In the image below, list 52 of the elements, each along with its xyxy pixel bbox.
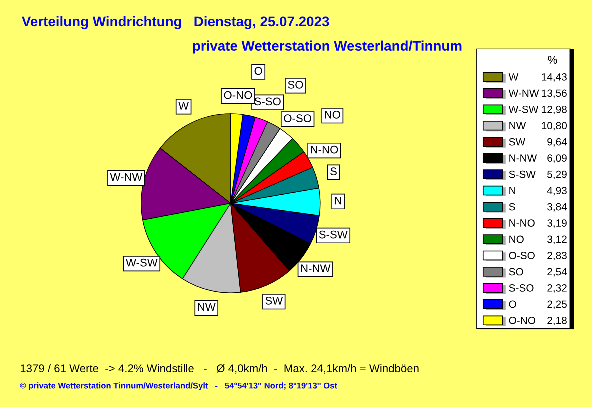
data-label: 2,83 bbox=[548, 252, 567, 261]
slice-label: NW bbox=[198, 303, 216, 312]
legend-label: W-NW bbox=[508, 90, 540, 97]
legend-label: NO bbox=[510, 236, 524, 244]
slice-label: S-SW bbox=[319, 230, 348, 239]
slice-label: W-SW bbox=[126, 258, 158, 267]
data-label: 3,12 bbox=[548, 236, 567, 244]
legend-label: N-NO bbox=[510, 220, 535, 227]
chart-title: Verteilung Windrichtung Dienstag, 25.07.2023 bbox=[22, 16, 330, 30]
data-label: 4,93 bbox=[547, 187, 567, 196]
slice-label: O-NO bbox=[224, 91, 252, 100]
legend-label: S-SW bbox=[509, 170, 536, 178]
legend-label: SO bbox=[509, 268, 524, 276]
data-label: 5,29 bbox=[548, 170, 567, 180]
text: 1379 / 61 Werte -> 4.2% Windstille - Ø 4,0km/h - Max. 24,1km/h = Windböen bbox=[20, 364, 419, 374]
legend-label: S-SO bbox=[509, 284, 534, 292]
category-label: O bbox=[254, 67, 262, 76]
slice-label: O-SO bbox=[284, 114, 312, 122]
data-label: 10,80 bbox=[542, 122, 567, 131]
chart-subtitle: private Wetterstation Westerland/Tinnum bbox=[193, 40, 462, 54]
legend-label: NW bbox=[510, 122, 526, 130]
slice-label: SO bbox=[288, 81, 304, 89]
slice-label: W-NW bbox=[110, 173, 143, 182]
legend-label: O-SO bbox=[509, 252, 535, 260]
slice-label: S bbox=[330, 168, 337, 176]
legend-label: N-NW bbox=[510, 154, 538, 162]
slice-label: N-NO bbox=[311, 146, 338, 154]
slice-label: SW bbox=[266, 296, 284, 305]
data-label: 3,19 bbox=[548, 220, 567, 228]
data-label: 12,98 bbox=[542, 106, 567, 115]
data-label: 6,09 bbox=[548, 154, 567, 164]
slice-label: N bbox=[335, 196, 342, 205]
data-label: 2,25 bbox=[548, 300, 567, 310]
legend-label: W-SW bbox=[508, 106, 539, 114]
legend-label: W bbox=[508, 74, 519, 81]
legend-label: O bbox=[509, 300, 516, 308]
data-label: 9,64 bbox=[548, 138, 568, 148]
text: © private Wetterstation Tinnum/Westerland/Sylt - 54°54'13'' Nord; 8°19'13'' Ost bbox=[20, 382, 338, 390]
data-label: 2,18 bbox=[548, 316, 567, 326]
legend-label: S bbox=[509, 203, 516, 211]
data-label: 3,84 bbox=[548, 203, 568, 212]
legend-label: N bbox=[510, 187, 516, 194]
legend-title: % bbox=[548, 56, 558, 64]
data-label: 13,56 bbox=[542, 90, 567, 98]
slice-label: W bbox=[178, 102, 190, 110]
data-label: 14,43 bbox=[542, 73, 567, 82]
data-label: 2,32 bbox=[548, 284, 567, 294]
legend-label: O-NO bbox=[509, 316, 536, 324]
slice-label: N-NW bbox=[301, 264, 331, 272]
legend-label: SW bbox=[509, 138, 526, 146]
data-label: 2,54 bbox=[548, 268, 568, 277]
slice-label: NO bbox=[325, 110, 340, 119]
